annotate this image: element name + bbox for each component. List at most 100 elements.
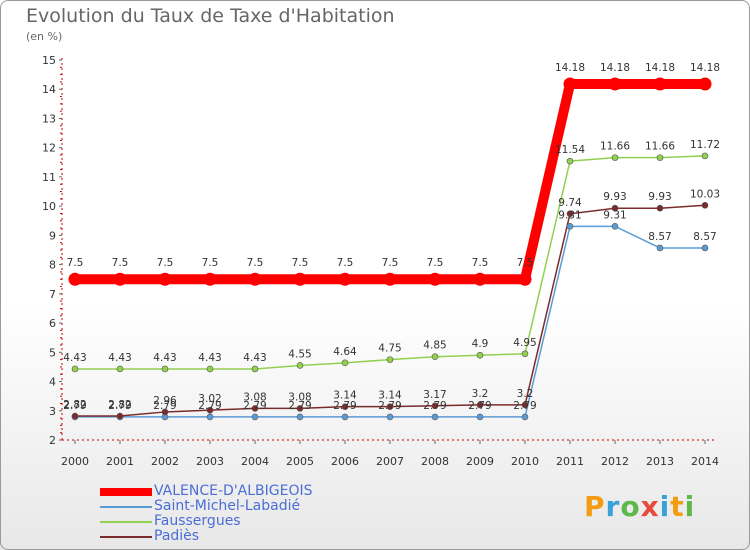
data-label-0: 14.18 — [600, 62, 630, 74]
data-label-3: 3.2 — [517, 388, 534, 400]
series-point-3 — [476, 401, 484, 409]
series-point-0 — [68, 272, 82, 286]
logo-letter: P — [584, 490, 606, 523]
series-point-0 — [608, 77, 622, 91]
data-label-1: 2.79 — [513, 400, 536, 412]
series-point-1 — [431, 413, 439, 421]
series-point-1 — [656, 244, 664, 252]
series-point-2 — [71, 365, 79, 373]
legend-swatch — [100, 505, 152, 508]
data-label-1: 2.79 — [333, 400, 356, 412]
chart-title: Evolution du Taux de Taxe d'Habitation — [26, 5, 395, 27]
data-label-2: 4.9 — [472, 338, 489, 350]
legend-label: VALENCE-D'ALBIGEOIS — [154, 483, 313, 499]
series-point-3 — [386, 403, 394, 410]
data-label-2: 4.75 — [378, 343, 401, 355]
logo-letter: t — [670, 490, 685, 523]
series-point-2 — [296, 362, 304, 369]
series-point-0 — [698, 77, 712, 91]
x-tick-label: 2005 — [286, 455, 314, 468]
series-point-3 — [656, 204, 664, 212]
series-point-3 — [431, 402, 439, 410]
proxiti-logo: Proxiti — [584, 490, 695, 523]
data-label-3: 2.82 — [63, 399, 86, 411]
data-label-3: 9.93 — [648, 191, 671, 203]
data-label-0: 7.5 — [67, 257, 84, 269]
data-label-2: 4.85 — [423, 340, 446, 352]
logo-letter: r — [605, 490, 621, 523]
x-tick-label: 2009 — [466, 455, 494, 468]
data-label-3: 2.82 — [108, 399, 131, 411]
series-points — [68, 77, 712, 421]
data-label-0: 7.5 — [382, 257, 399, 269]
data-label-3: 9.93 — [603, 191, 626, 203]
series-point-0 — [248, 272, 262, 286]
data-labels: 7.5 7.5 7.5 7.5 7.5 7.5 7.5 7.5 7.5 7.5 7.5 14.18 14… — [63, 62, 720, 412]
data-label-1: 8.57 — [648, 231, 671, 243]
legend-item: VALENCE-D'ALBIGEOIS — [100, 484, 313, 499]
data-label-1: 9.31 — [603, 209, 626, 221]
data-label-2: 4.64 — [333, 346, 357, 358]
x-tick-label: 2003 — [196, 455, 224, 468]
y-tick-label: 3 — [49, 405, 56, 418]
data-label-1: 9.31 — [558, 209, 581, 221]
data-label-0: 7.5 — [112, 257, 129, 269]
data-label-0: 7.5 — [427, 257, 444, 269]
series-point-1 — [566, 223, 574, 230]
series-point-2 — [566, 157, 574, 165]
series-point-0 — [563, 77, 577, 91]
y-tick-label: 11 — [42, 171, 56, 184]
y-tick-label: 4 — [49, 376, 56, 389]
data-label-1: 2.79 — [63, 400, 86, 412]
legend-item: Saint-Michel-Labadié — [100, 499, 313, 514]
series-point-1 — [341, 413, 349, 421]
data-label-3: 3.14 — [333, 390, 357, 402]
data-label-2: 11.54 — [555, 144, 585, 156]
data-label-3: 3.08 — [288, 391, 311, 403]
data-label-1: 2.79 — [378, 400, 401, 412]
series-point-1 — [521, 413, 529, 421]
legend-swatch — [100, 535, 152, 538]
data-label-0: 7.5 — [472, 257, 489, 269]
series-point-3 — [71, 412, 79, 420]
series-line-0 — [75, 78, 705, 285]
data-label-1: 8.57 — [693, 231, 716, 243]
series-point-0 — [158, 272, 172, 286]
data-label-0: 14.18 — [555, 62, 585, 74]
y-tick-label: 14 — [42, 83, 56, 96]
data-label-2: 11.66 — [645, 141, 675, 153]
data-label-2: 4.95 — [513, 337, 536, 349]
series-line-3 — [75, 204, 706, 417]
legend-item: Padiès — [100, 529, 313, 544]
series-point-3 — [341, 403, 349, 410]
y-tick-label: 12 — [42, 142, 56, 155]
series-point-3 — [566, 210, 574, 218]
data-label-2: 11.72 — [690, 139, 720, 151]
data-label-2: 11.66 — [600, 141, 630, 153]
series-point-0 — [383, 272, 397, 286]
series-point-0 — [338, 272, 352, 286]
x-tick-label: 2012 — [601, 455, 629, 468]
data-label-1: 2.79 — [153, 400, 176, 412]
x-tick-label: 2011 — [556, 455, 584, 468]
series-point-2 — [206, 365, 214, 373]
x-tick-label: 2004 — [241, 455, 269, 468]
data-label-3: 3.2 — [472, 388, 489, 400]
data-label-2: 4.43 — [198, 352, 221, 364]
y-tick-label: 15 — [42, 54, 56, 67]
data-label-1: 2.79 — [243, 400, 266, 412]
series-point-0 — [653, 77, 667, 91]
data-label-0: 14.18 — [690, 62, 720, 74]
legend-label: Padiès — [154, 528, 200, 544]
series-point-3 — [296, 405, 304, 412]
series-point-2 — [116, 365, 124, 373]
legend-label: Faussergues — [154, 513, 241, 529]
x-tick-label: 2014 — [691, 455, 719, 468]
x-tick-label: 2000 — [61, 455, 89, 468]
data-label-2: 4.43 — [63, 352, 86, 364]
logo-letter: i — [659, 490, 671, 523]
chart-unit: (en %) — [26, 30, 63, 43]
data-label-0: 7.5 — [157, 257, 174, 269]
data-label-3: 3.17 — [423, 389, 446, 401]
series-point-3 — [116, 412, 124, 420]
